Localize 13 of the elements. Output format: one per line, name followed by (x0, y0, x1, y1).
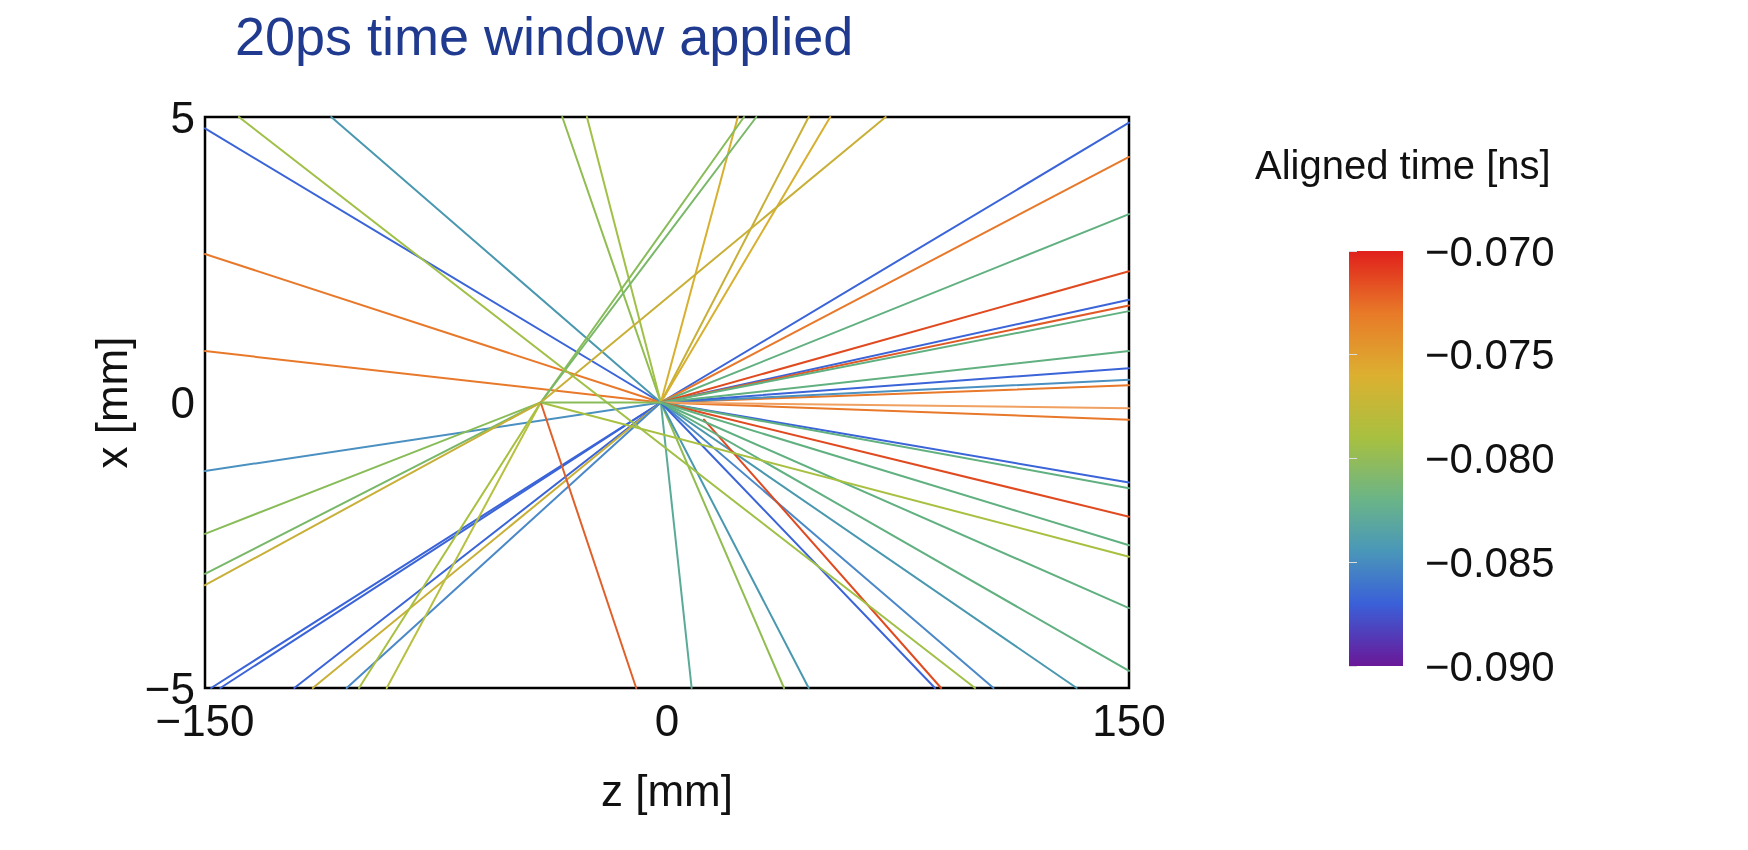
color-bar-label: −0.090 (1425, 642, 1555, 690)
y-tick-label: 5 (170, 92, 195, 142)
y-tick-label: 0 (170, 378, 195, 427)
y-axis-title: x [mm] (87, 336, 137, 469)
x-axis-title: z [mm] (601, 765, 733, 815)
color-bar-label: −0.075 (1425, 331, 1555, 379)
x-tick-label: 150 (1092, 695, 1166, 745)
color-bar-label: −0.085 (1425, 538, 1555, 586)
color-bar-title: Aligned time [ns] (1255, 143, 1551, 187)
color-bar-label: −0.070 (1425, 227, 1555, 275)
chart-title: 20ps time window applied (235, 6, 854, 66)
x-tick-label: 0 (654, 695, 680, 745)
color-bar-label: −0.080 (1425, 435, 1555, 482)
